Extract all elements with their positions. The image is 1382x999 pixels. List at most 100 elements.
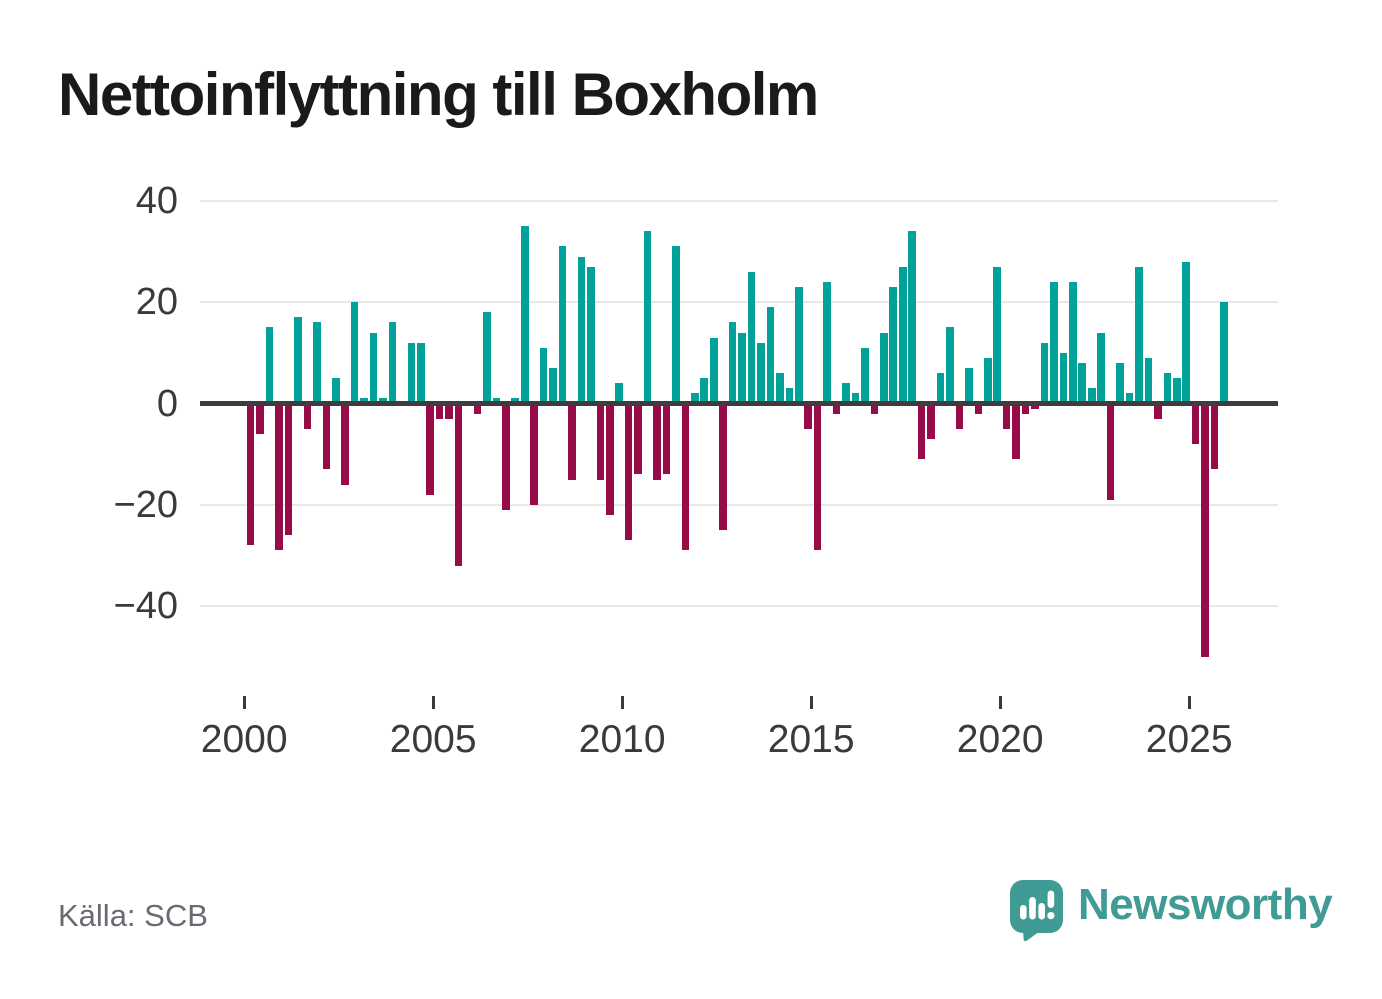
y-gridline	[200, 605, 1278, 608]
y-axis-label: −20	[113, 483, 178, 526]
y-gridline	[200, 199, 1278, 202]
bar	[577, 256, 586, 404]
bar	[738, 332, 746, 404]
bar	[473, 403, 482, 414]
bar	[1154, 403, 1162, 419]
bar	[520, 226, 529, 404]
bar	[1163, 373, 1172, 404]
bar	[445, 403, 453, 419]
x-axis-label: 2015	[767, 718, 855, 761]
bar	[492, 398, 501, 404]
bar	[265, 327, 274, 404]
x-axis-tick	[620, 696, 624, 709]
bar	[785, 388, 794, 404]
bar	[898, 266, 907, 404]
bar	[624, 403, 633, 541]
bar	[615, 383, 624, 404]
bar	[605, 403, 614, 515]
bar	[643, 231, 652, 404]
chart-title: Nettoinflyttning till Boxholm	[58, 61, 819, 128]
bar	[965, 368, 973, 404]
bar	[369, 332, 378, 404]
y-axis-label: 40	[135, 179, 178, 222]
bar	[341, 403, 349, 485]
bar	[766, 307, 775, 404]
bar	[407, 342, 416, 404]
bar	[728, 322, 737, 404]
source-caption: Källa: SCB	[58, 898, 208, 933]
bar	[832, 403, 841, 414]
x-axis-tick	[431, 696, 435, 709]
bar	[1059, 352, 1068, 404]
bar	[313, 322, 321, 404]
x-axis-tick	[242, 696, 246, 709]
bar	[917, 403, 926, 460]
newsworthy-icon	[1010, 880, 1063, 942]
bar	[1040, 342, 1049, 404]
bar	[1097, 332, 1105, 404]
y-axis-label: −40	[113, 585, 178, 628]
x-axis-label: 2025	[1145, 718, 1233, 761]
bar	[388, 322, 397, 404]
bar	[256, 403, 264, 434]
bar	[747, 271, 756, 404]
newsworthy-wordmark: Newsworthy	[1078, 880, 1333, 929]
bar	[568, 403, 576, 480]
x-axis-tick	[1187, 696, 1191, 709]
bar	[539, 347, 548, 404]
bar	[842, 383, 850, 404]
bar	[709, 337, 718, 404]
bar	[502, 403, 510, 510]
bar	[681, 403, 690, 551]
bar	[1050, 281, 1058, 404]
bar	[1012, 403, 1020, 460]
bar	[861, 347, 869, 404]
bar	[889, 286, 898, 404]
bar	[549, 368, 557, 404]
bar	[246, 403, 255, 546]
bar	[1125, 393, 1134, 404]
bar	[1069, 281, 1077, 404]
bar	[1144, 357, 1153, 404]
bar	[1021, 403, 1030, 414]
bar	[379, 398, 387, 404]
bar	[558, 246, 567, 404]
bar	[1191, 403, 1200, 445]
x-axis-tick	[998, 696, 1002, 709]
bar	[1172, 378, 1181, 404]
bar	[1201, 403, 1209, 657]
bar	[284, 403, 293, 536]
bar	[908, 231, 916, 404]
bar	[587, 266, 595, 404]
bar	[1116, 362, 1124, 404]
bar	[322, 403, 331, 470]
y-gridline	[200, 503, 1278, 506]
y-gridline	[200, 301, 1278, 304]
bar	[757, 342, 765, 404]
newsworthy-logo: Newsworthy	[1010, 878, 1333, 948]
bar	[672, 246, 680, 404]
bar	[700, 378, 709, 404]
bar	[454, 403, 463, 566]
x-axis-tick	[809, 696, 813, 709]
y-axis-label: 20	[135, 281, 178, 324]
bar	[350, 302, 359, 404]
bar	[719, 403, 727, 531]
bar	[1106, 403, 1115, 500]
x-axis-label: 2020	[956, 718, 1044, 761]
bar	[983, 357, 992, 404]
bar	[483, 312, 491, 404]
bar	[634, 403, 642, 475]
bar	[823, 281, 831, 404]
bar	[1002, 403, 1011, 429]
bar	[1182, 261, 1190, 404]
bar	[416, 342, 425, 404]
bar	[653, 403, 661, 480]
bar	[880, 332, 888, 404]
bar	[927, 403, 935, 439]
bar	[946, 327, 954, 404]
x-axis-label: 2005	[389, 718, 477, 761]
bar	[870, 403, 879, 414]
bar	[1210, 403, 1219, 470]
